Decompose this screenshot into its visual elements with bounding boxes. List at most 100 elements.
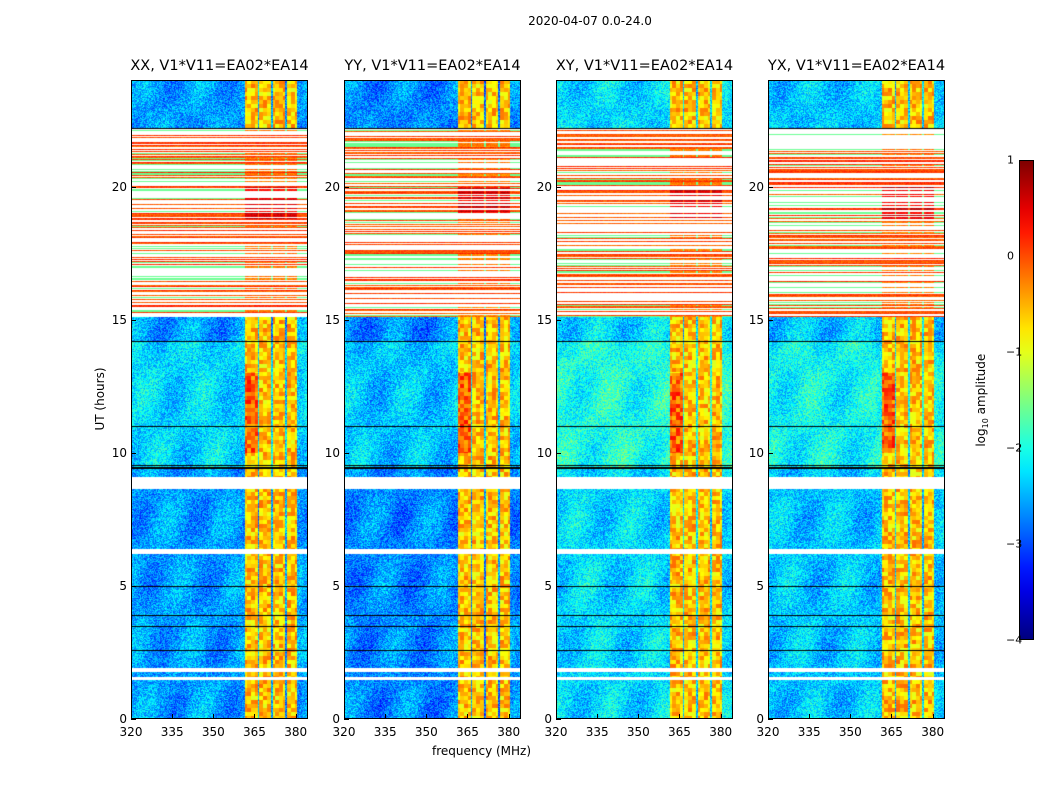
x-tick-label: 350 xyxy=(838,725,862,739)
y-tick xyxy=(556,719,561,720)
x-tick-label: 350 xyxy=(201,725,225,739)
x-tick xyxy=(344,714,345,719)
colorbar-label: log10 amplitude xyxy=(973,353,991,447)
spectrogram-heatmap xyxy=(344,80,521,719)
x-tick-label: 320 xyxy=(756,725,780,739)
y-tick xyxy=(768,585,773,587)
y-tick xyxy=(556,452,561,454)
y-tick xyxy=(131,452,136,454)
x-tick xyxy=(638,714,640,719)
x-tick-label: 335 xyxy=(373,725,397,739)
y-tick-label: 20 xyxy=(324,179,340,194)
y-tick xyxy=(131,585,136,587)
y-tick-label: 15 xyxy=(111,312,127,327)
y-tick xyxy=(344,319,349,321)
colorbar-tick-label: −2 xyxy=(1006,441,1023,455)
y-tick-label: 10 xyxy=(536,445,552,460)
y-tick xyxy=(344,719,349,720)
x-tick xyxy=(172,714,174,719)
panel-title: XX, V1*V11=EA02*EA14 xyxy=(130,58,309,74)
panel-title: XY, V1*V11=EA02*EA14 xyxy=(555,58,734,74)
x-tick-label: 365 xyxy=(880,725,903,739)
x-tick xyxy=(891,714,893,719)
x-tick-label: 335 xyxy=(160,725,184,739)
colorbar-tick-label: 0 xyxy=(1007,249,1014,263)
spectrogram-heatmap xyxy=(556,80,733,719)
y-tick xyxy=(344,585,349,587)
x-tick xyxy=(508,714,510,719)
x-tick-label: 380 xyxy=(497,725,521,739)
x-tick-label: 320 xyxy=(119,725,143,739)
y-tick-label: 15 xyxy=(324,312,340,327)
y-tick-label: 5 xyxy=(544,578,552,593)
y-tick-label: 0 xyxy=(756,712,764,726)
spectrogram-panel-1: XX, V1*V11=EA02*EA14 320 335 350 365 380 0 5 10 1… xyxy=(112,58,309,739)
x-axis-label: frequency (MHz) xyxy=(432,744,532,758)
x-tick xyxy=(809,714,811,719)
y-tick-label: 15 xyxy=(536,312,552,327)
spectrogram-heatmap xyxy=(131,80,308,719)
x-tick xyxy=(213,714,215,719)
x-tick-label: 365 xyxy=(456,725,479,739)
x-tick-label: 380 xyxy=(284,725,308,739)
y-tick xyxy=(768,186,773,188)
spectrogram-heatmap xyxy=(768,80,945,719)
spectrogram-panel-3: XY, V1*V11=EA02*EA14 320 335 350 365 380 0 5 10 1… xyxy=(537,58,733,739)
x-tick xyxy=(467,714,469,719)
panel-title: YX, V1*V11=EA02*EA14 xyxy=(767,58,946,74)
spectrogram-panel-4: YX, V1*V11=EA02*EA14 320 335 350 365 380 0 5 10 1… xyxy=(749,58,945,739)
x-tick-label: 350 xyxy=(626,725,650,739)
x-tick xyxy=(295,714,297,719)
x-tick xyxy=(679,714,681,719)
x-tick-label: 320 xyxy=(544,725,568,739)
x-tick xyxy=(932,714,934,719)
x-tick xyxy=(556,714,557,719)
y-tick-label: 10 xyxy=(111,445,127,460)
x-tick xyxy=(254,714,256,719)
x-tick xyxy=(426,714,428,719)
x-tick-label: 320 xyxy=(332,725,356,739)
y-tick-label: 0 xyxy=(332,712,340,726)
y-tick-label: 20 xyxy=(748,179,764,194)
x-tick-label: 380 xyxy=(709,725,733,739)
y-tick xyxy=(768,719,773,720)
x-tick-label: 335 xyxy=(585,725,609,739)
spectrogram-panel-2: YY, V1*V11=EA02*EA14 320 335 350 365 380 0 5 10 1… xyxy=(325,58,521,739)
y-tick-label: 0 xyxy=(544,712,552,726)
y-tick xyxy=(768,319,773,321)
y-tick xyxy=(768,452,773,454)
x-tick xyxy=(131,714,132,719)
y-tick xyxy=(344,452,349,454)
y-tick-label: 15 xyxy=(748,312,764,327)
x-tick xyxy=(385,714,387,719)
colorbar-tick-label: −3 xyxy=(1006,537,1023,551)
y-tick-label: 5 xyxy=(119,578,127,593)
y-tick-label: 0 xyxy=(119,712,127,726)
y-tick xyxy=(556,186,561,188)
colorbar-tick-label: −1 xyxy=(1006,345,1023,359)
y-tick xyxy=(131,186,136,188)
y-tick xyxy=(131,319,136,321)
x-tick xyxy=(720,714,722,719)
panel-title: YY, V1*V11=EA02*EA14 xyxy=(344,58,521,74)
y-tick xyxy=(556,319,561,321)
colorbar-tick-label: 1 xyxy=(1007,153,1014,167)
figure-title: 2020-04-07 0.0-24.0 xyxy=(528,14,652,28)
x-tick-label: 380 xyxy=(921,725,945,739)
colorbar xyxy=(1019,160,1034,640)
x-tick-label: 350 xyxy=(414,725,438,739)
x-tick xyxy=(850,714,852,719)
x-tick-label: 335 xyxy=(797,725,821,739)
y-tick-label: 5 xyxy=(756,578,764,593)
y-tick-label: 20 xyxy=(536,179,552,194)
x-tick-label: 365 xyxy=(668,725,691,739)
x-tick xyxy=(597,714,599,719)
y-tick-label: 10 xyxy=(324,445,340,460)
y-tick-label: 20 xyxy=(111,179,127,194)
y-axis-label: UT (hours) xyxy=(93,367,107,431)
y-tick xyxy=(556,585,561,587)
colorbar-tick-label: −4 xyxy=(1006,633,1023,647)
x-tick-label: 365 xyxy=(243,725,266,739)
y-tick-label: 5 xyxy=(332,578,340,593)
